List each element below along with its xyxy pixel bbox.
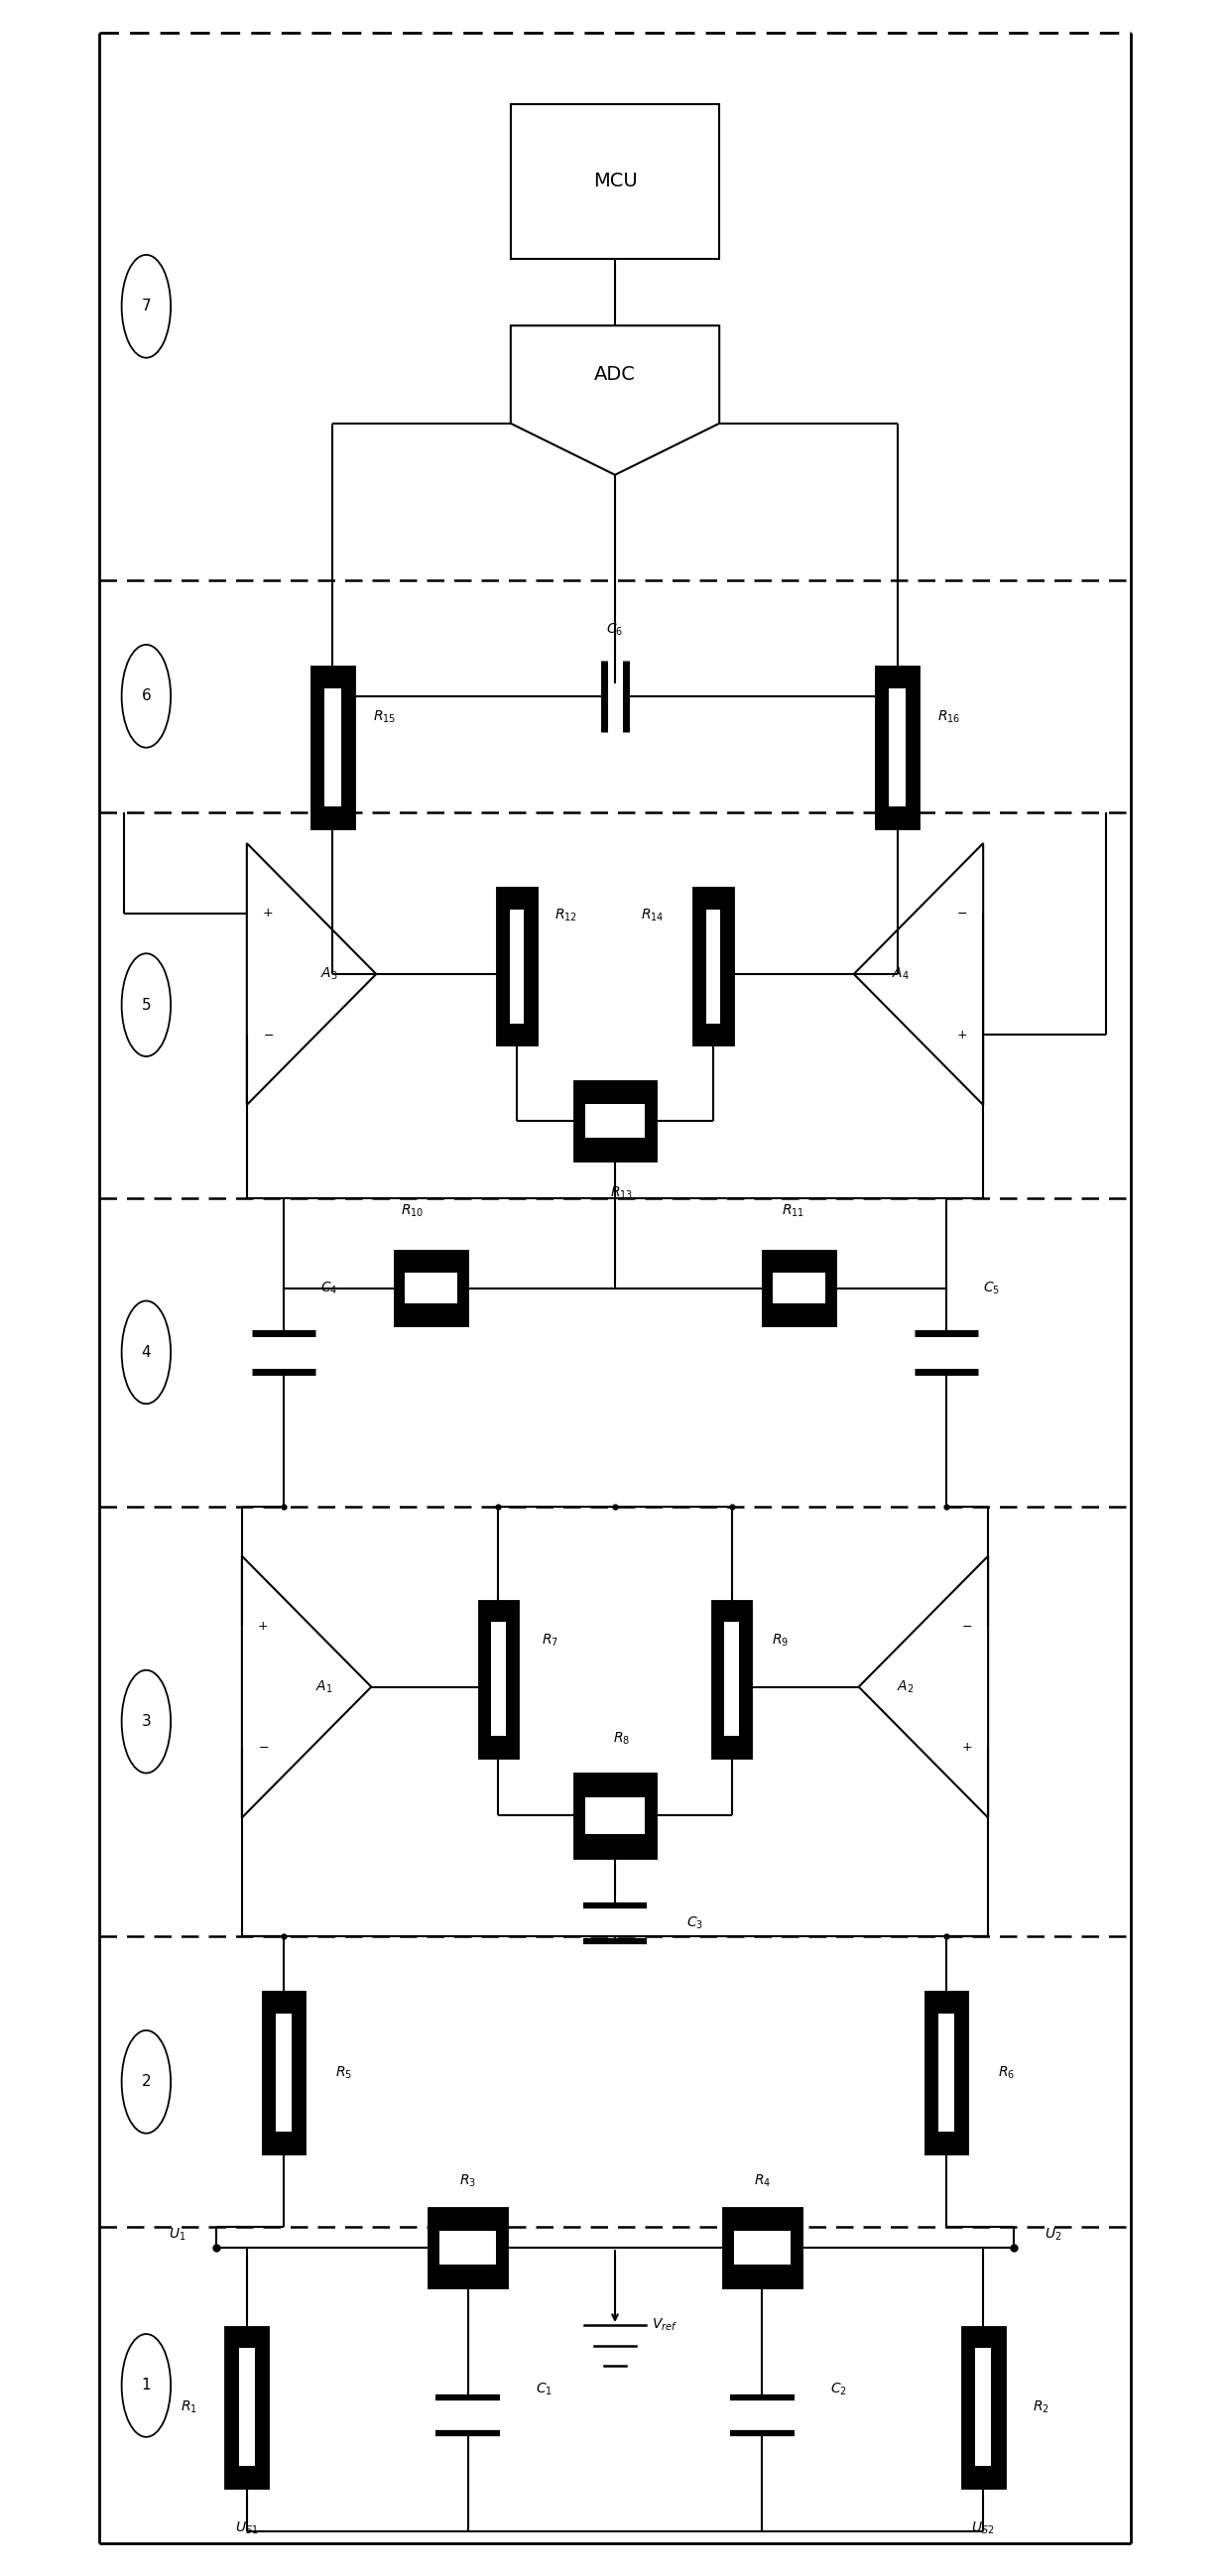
Bar bbox=[926, 1994, 967, 2154]
Text: $R_5$: $R_5$ bbox=[336, 2066, 352, 2081]
Text: 3: 3 bbox=[141, 1713, 151, 1728]
Bar bbox=[405, 1273, 458, 1303]
Text: 1: 1 bbox=[141, 2378, 151, 2393]
Text: $R_4$: $R_4$ bbox=[754, 2172, 771, 2190]
Text: $A_4$: $A_4$ bbox=[892, 966, 910, 981]
Text: $A_1$: $A_1$ bbox=[315, 1680, 333, 1695]
Text: $-$: $-$ bbox=[957, 907, 967, 920]
Text: 7: 7 bbox=[141, 299, 151, 314]
Bar bbox=[713, 1602, 750, 1757]
Text: $C_5$: $C_5$ bbox=[983, 1280, 1000, 1296]
Bar bbox=[429, 2210, 506, 2287]
Bar bbox=[764, 1252, 835, 1324]
Text: $-$: $-$ bbox=[263, 1028, 273, 1041]
Bar bbox=[963, 2329, 1004, 2488]
Text: $C_6$: $C_6$ bbox=[606, 621, 624, 636]
Bar bbox=[480, 1602, 517, 1757]
Bar bbox=[734, 2231, 791, 2264]
Text: MCU: MCU bbox=[593, 173, 637, 191]
Text: $R_8$: $R_8$ bbox=[613, 1731, 630, 1747]
Text: $R_{14}$: $R_{14}$ bbox=[641, 907, 664, 922]
Text: +: + bbox=[258, 1620, 268, 1633]
Text: 2: 2 bbox=[141, 2074, 151, 2089]
Text: $R_{16}$: $R_{16}$ bbox=[937, 708, 961, 724]
Text: $C_1$: $C_1$ bbox=[535, 2380, 552, 2398]
Text: $R_{11}$: $R_{11}$ bbox=[781, 1203, 804, 1218]
Bar bbox=[877, 667, 918, 827]
Bar bbox=[312, 667, 353, 827]
Text: $R_3$: $R_3$ bbox=[459, 2172, 476, 2190]
Text: $R_6$: $R_6$ bbox=[998, 2066, 1015, 2081]
Bar bbox=[585, 1103, 645, 1139]
Bar bbox=[395, 1252, 466, 1324]
Bar bbox=[226, 2329, 267, 2488]
Text: $U_{S2}$: $U_{S2}$ bbox=[972, 2519, 995, 2537]
Bar bbox=[975, 2349, 991, 2465]
Text: +: + bbox=[957, 1028, 967, 1041]
Text: $R_{12}$: $R_{12}$ bbox=[555, 907, 577, 922]
Bar bbox=[510, 103, 720, 258]
Bar bbox=[325, 688, 341, 806]
Text: $R_7$: $R_7$ bbox=[541, 1633, 558, 1649]
Bar bbox=[576, 1082, 654, 1159]
Bar bbox=[585, 1798, 645, 1834]
Text: $A_2$: $A_2$ bbox=[897, 1680, 915, 1695]
Text: $-$: $-$ bbox=[962, 1620, 972, 1633]
Bar bbox=[509, 909, 524, 1023]
Text: 5: 5 bbox=[141, 997, 151, 1012]
Bar bbox=[706, 909, 721, 1023]
Text: $R_{13}$: $R_{13}$ bbox=[610, 1185, 632, 1200]
Bar bbox=[276, 2014, 292, 2133]
Text: $R_{15}$: $R_{15}$ bbox=[373, 708, 396, 724]
Text: $R_{10}$: $R_{10}$ bbox=[401, 1203, 424, 1218]
Bar bbox=[263, 1994, 304, 2154]
Text: $A_3$: $A_3$ bbox=[320, 966, 338, 981]
Bar bbox=[239, 2349, 255, 2465]
Text: ADC: ADC bbox=[594, 366, 636, 384]
Text: $U_1$: $U_1$ bbox=[169, 2226, 186, 2244]
Bar bbox=[889, 688, 905, 806]
Text: $-$: $-$ bbox=[258, 1741, 268, 1754]
Bar bbox=[439, 2231, 496, 2264]
Text: $R_9$: $R_9$ bbox=[772, 1633, 790, 1649]
Bar bbox=[695, 889, 732, 1043]
Text: +: + bbox=[263, 907, 273, 920]
Text: $U_2$: $U_2$ bbox=[1044, 2226, 1061, 2244]
Text: +: + bbox=[962, 1741, 972, 1754]
Text: 6: 6 bbox=[141, 688, 151, 703]
Text: $R_1$: $R_1$ bbox=[181, 2398, 198, 2416]
Bar bbox=[724, 2210, 801, 2287]
Text: 4: 4 bbox=[141, 1345, 151, 1360]
Text: $C_4$: $C_4$ bbox=[321, 1280, 337, 1296]
Bar bbox=[576, 1775, 654, 1857]
Text: $V_{ref}$: $V_{ref}$ bbox=[652, 2316, 678, 2334]
Bar bbox=[938, 2014, 954, 2133]
Text: $R_2$: $R_2$ bbox=[1032, 2398, 1049, 2416]
Bar bbox=[491, 1623, 506, 1736]
Text: $C_2$: $C_2$ bbox=[830, 2380, 846, 2398]
Bar bbox=[724, 1623, 739, 1736]
Text: $U_{S1}$: $U_{S1}$ bbox=[235, 2519, 258, 2537]
Bar bbox=[498, 889, 535, 1043]
Text: $C_3$: $C_3$ bbox=[686, 1917, 704, 1932]
Bar bbox=[772, 1273, 825, 1303]
